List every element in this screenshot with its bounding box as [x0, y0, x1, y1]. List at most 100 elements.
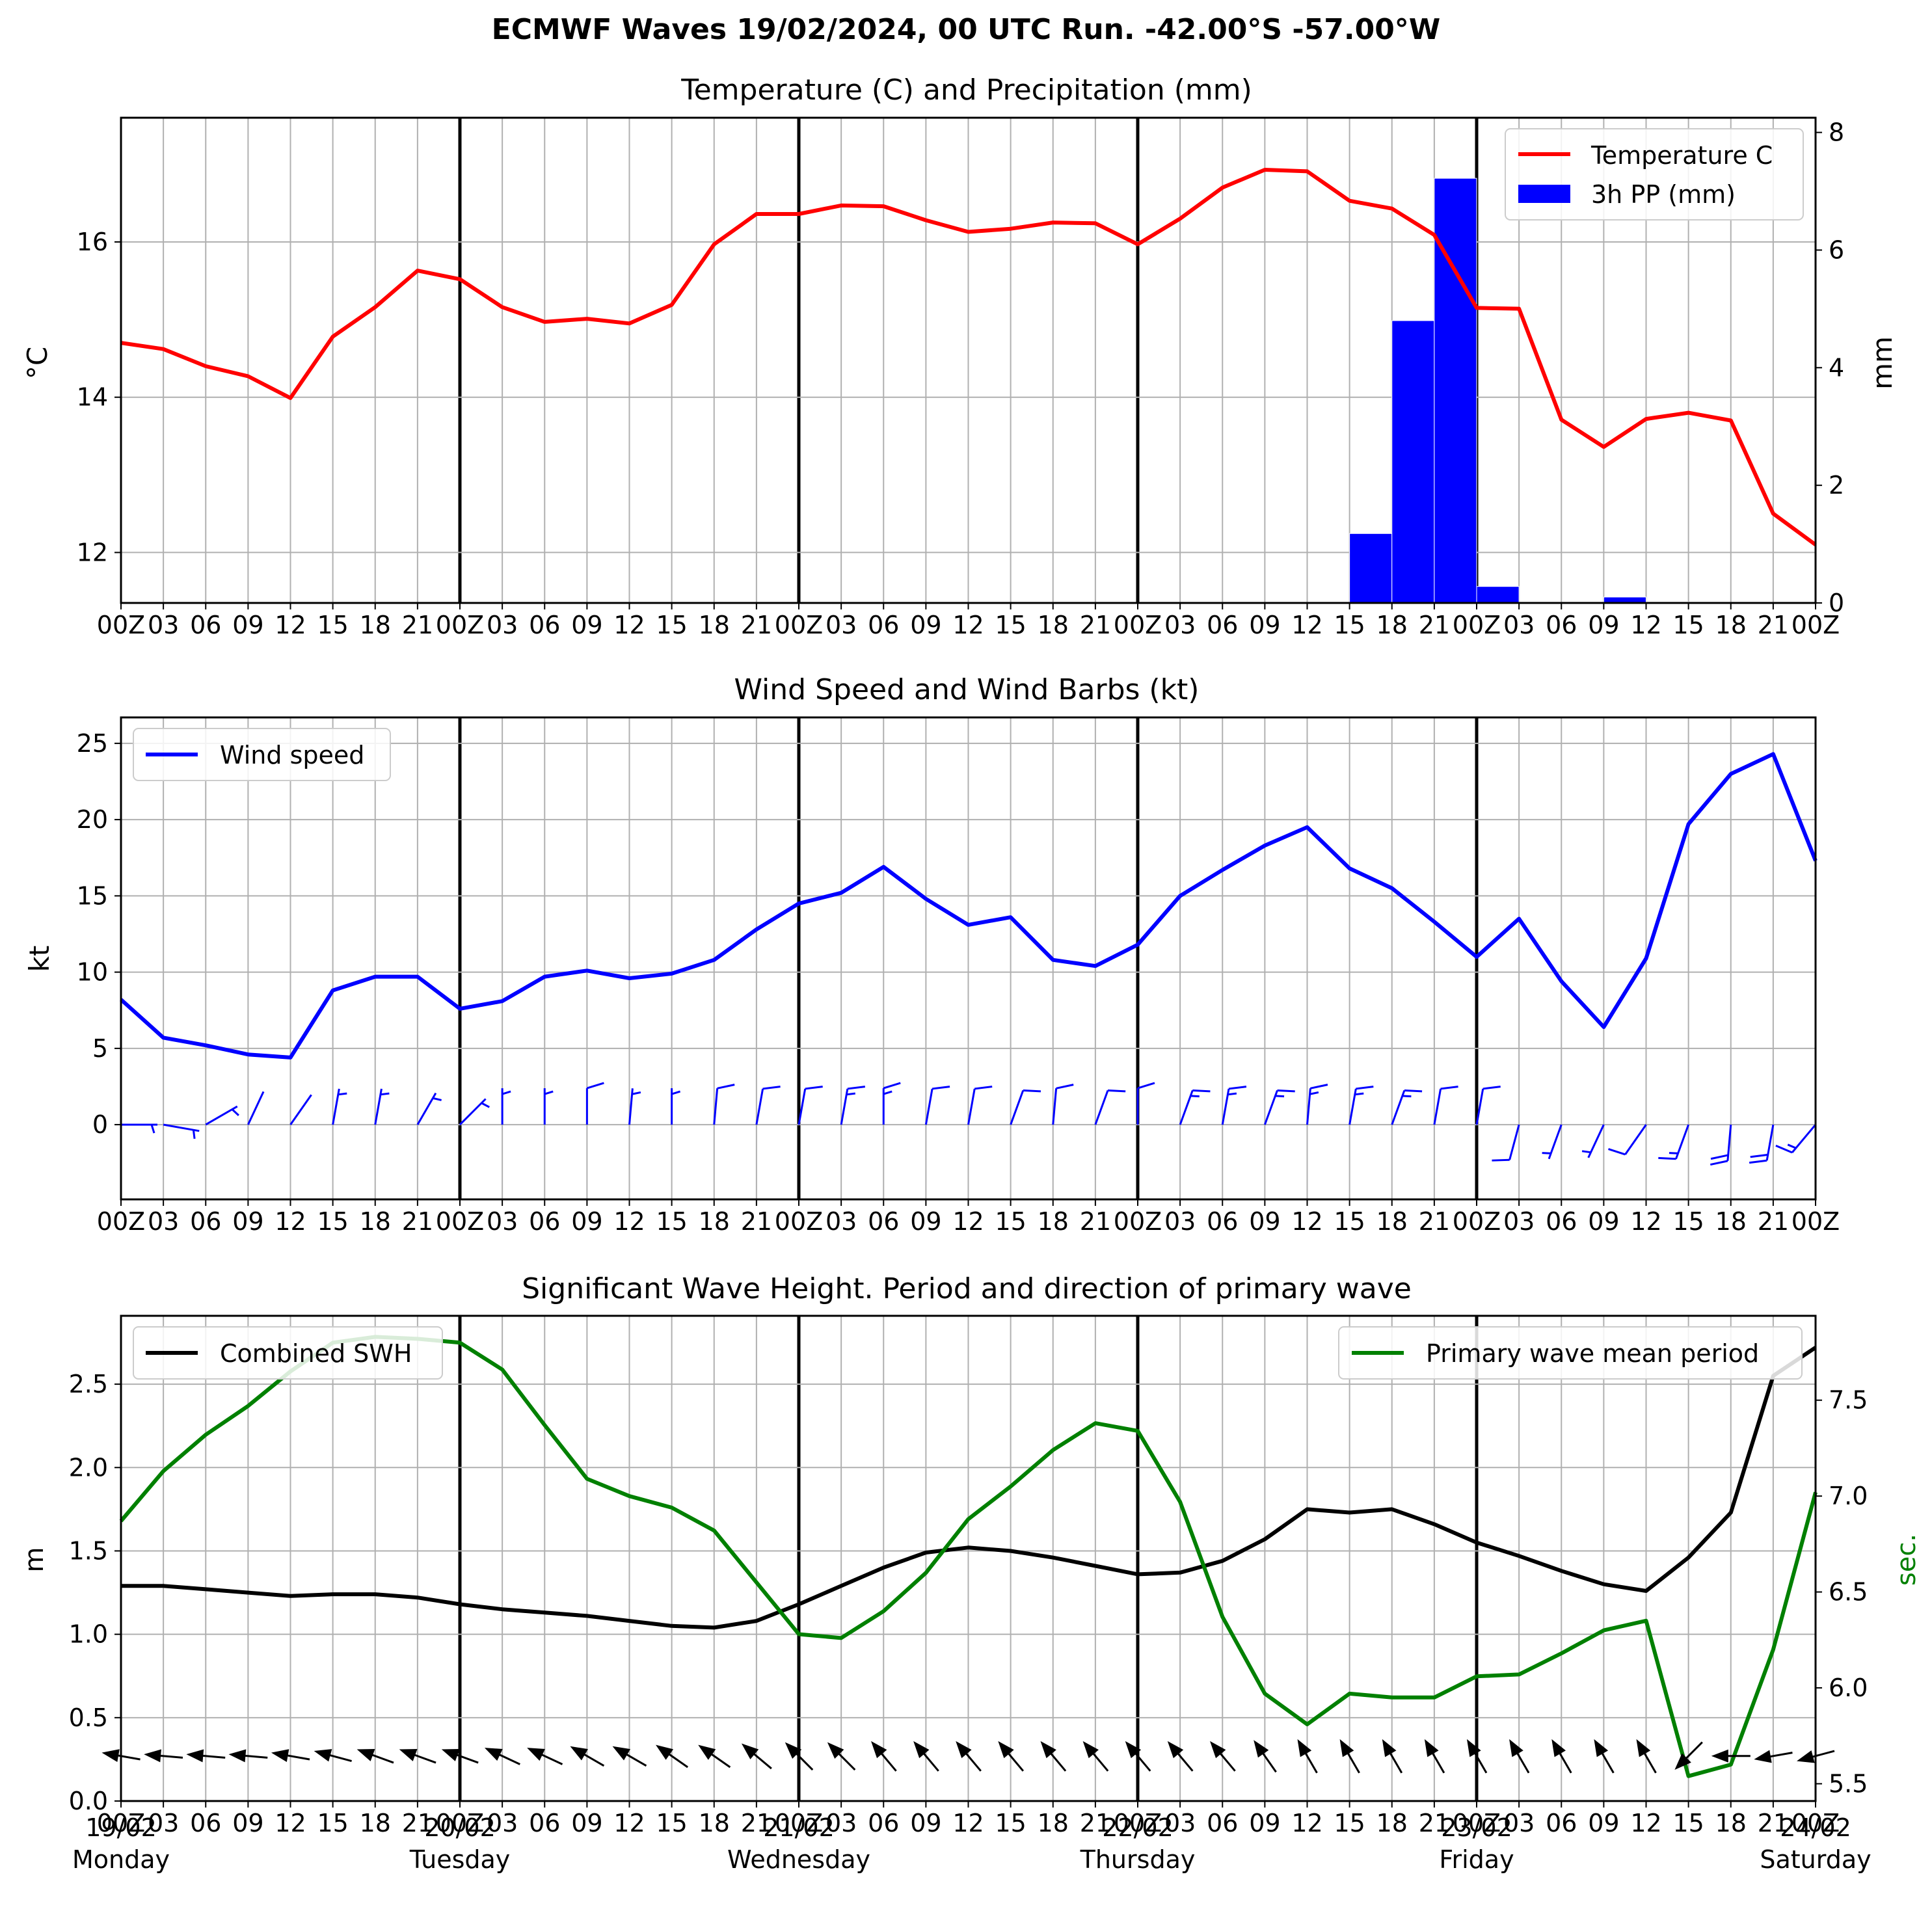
x-tick-label: 09 [1588, 611, 1619, 639]
x-tick-label: 18 [1376, 1809, 1408, 1837]
panel-3-frame [120, 1315, 1817, 1802]
wind-barb [1492, 1124, 1520, 1162]
wind-barb [416, 1092, 442, 1125]
x-tick-label: 03 [1164, 611, 1196, 639]
x-tick-label: 03 [825, 1809, 857, 1837]
wind-barb [1608, 1124, 1647, 1156]
wind-barb [967, 1086, 993, 1125]
x-tick-label: 06 [868, 1809, 899, 1837]
x-tick-label: 09 [1249, 611, 1280, 639]
x-tick-label: 06 [1546, 1207, 1577, 1236]
y-tick-label: 20 [77, 805, 108, 834]
y-tick-label: 10 [77, 958, 108, 987]
wind-barb [798, 1086, 823, 1125]
x-tick-label: 06 [1207, 1809, 1238, 1837]
x-tick-label: 06 [868, 611, 899, 639]
x-tick-label: 18 [360, 1809, 391, 1837]
wave-direction-arrow [271, 1749, 310, 1762]
x-tick-label: 21 [741, 1207, 772, 1236]
x-tick-label: 03 [1503, 1207, 1535, 1236]
x-tick-label: 12 [275, 611, 306, 639]
wave-direction-arrow [1125, 1741, 1151, 1772]
x-tick-label: 12 [952, 1809, 984, 1837]
wave-direction-arrow [656, 1744, 689, 1769]
x-tick-label: 06 [868, 1207, 899, 1236]
x-tick-label: 09 [571, 611, 602, 639]
wave-direction-arrow [570, 1746, 605, 1767]
y-tick-label: 16 [77, 228, 108, 256]
x-tick-label: 03 [1164, 1809, 1196, 1837]
x-tick-label: 00Z [1791, 1809, 1840, 1837]
x-tick-label: 03 [487, 1207, 518, 1236]
x-tick-label: 21 [741, 1809, 772, 1837]
wind-barb [840, 1086, 866, 1125]
x-tick-label: 18 [699, 611, 730, 639]
x-tick-label: 15 [656, 1207, 687, 1236]
wind-barb [713, 1084, 735, 1125]
y-tick-label: 2.5 [69, 1370, 108, 1398]
x-tick-label: 00Z [97, 1207, 145, 1236]
x-tick-label: 18 [1376, 611, 1408, 639]
panel-1-title: Temperature (C) and Precipitation (mm) [680, 73, 1252, 107]
x-tick-label: 15 [1334, 611, 1365, 639]
x-tick-label: 09 [1588, 1207, 1619, 1236]
x-tick-label: 06 [1207, 1207, 1238, 1236]
panel-3-legend-swh: Combined SWH [133, 1326, 443, 1380]
x-tick-label: 15 [317, 1207, 348, 1236]
wave-direction-arrow [1382, 1739, 1403, 1774]
wave-direction-arrow [1339, 1739, 1360, 1774]
y-tick-label: 0.0 [69, 1787, 108, 1815]
x-tick-label: 18 [1038, 611, 1069, 639]
wind-speed-line [119, 752, 1818, 1060]
day-weekday-label: Wednesday [727, 1845, 870, 1874]
x-tick-label: 00Z [97, 1809, 145, 1837]
x-tick-label: 15 [1334, 1207, 1365, 1236]
wave-direction-arrow [484, 1748, 520, 1765]
x-tick-label: 21 [1758, 1207, 1789, 1236]
x-tick-label: 12 [613, 611, 645, 639]
x-tick-label: 00Z [97, 611, 145, 639]
wind-barb [163, 1123, 200, 1139]
x-tick-label: 09 [1249, 1809, 1280, 1837]
x-tick-label: 00Z [1791, 611, 1840, 639]
legend-swh-label: Combined SWH [220, 1339, 412, 1368]
x-tick-label: 12 [275, 1207, 306, 1236]
wave-direction-arrow [1297, 1739, 1318, 1774]
x-tick-label: 18 [699, 1207, 730, 1236]
x-tick-label: 00Z [436, 611, 484, 639]
x-tick-label: 21 [1080, 611, 1111, 639]
x-tick-label: 09 [910, 1207, 941, 1236]
x-tick-label: 15 [656, 611, 687, 639]
x-tick-label: 12 [1291, 1207, 1322, 1236]
y-right-tick-label: 6 [1829, 235, 1844, 264]
wind-barb [1348, 1086, 1374, 1125]
x-tick-label: 21 [741, 611, 772, 639]
y-tick-label: 12 [77, 538, 108, 567]
panel-3-ylabel: m [20, 1547, 49, 1573]
wind-barb [1094, 1089, 1126, 1125]
y-right-tick-label: 5.5 [1829, 1769, 1868, 1798]
x-tick-label: 18 [1038, 1207, 1069, 1236]
x-tick-label: 15 [995, 1207, 1026, 1236]
wave-direction-arrow [1424, 1739, 1445, 1774]
day-weekday-label: Friday [1439, 1845, 1514, 1874]
x-tick-label: 03 [825, 611, 857, 639]
figure-title: ECMWF Waves 19/02/2024, 00 UTC Run. -42.… [492, 13, 1441, 46]
wave-direction-arrow [1551, 1739, 1572, 1774]
x-tick-label: 15 [1672, 1207, 1704, 1236]
x-tick-label: 21 [402, 1207, 433, 1236]
y-right-tick-label: 6.5 [1829, 1578, 1868, 1607]
day-date-label: 19/02 [85, 1813, 157, 1842]
wind-barb [1263, 1089, 1295, 1125]
x-tick-label: 06 [190, 611, 221, 639]
x-tick-label: 18 [1715, 611, 1747, 639]
wind-barb [459, 1098, 490, 1126]
x-tick-label: 00Z [775, 1207, 823, 1236]
y-right-tick-label: 0 [1829, 589, 1844, 617]
x-tick-label: 00Z [1114, 1809, 1162, 1837]
day-date-label: 22/02 [1102, 1813, 1174, 1842]
wave-direction-arrow [1167, 1741, 1194, 1772]
wave-direction-arrow [186, 1749, 226, 1763]
wave-direction-arrow [1509, 1739, 1530, 1774]
